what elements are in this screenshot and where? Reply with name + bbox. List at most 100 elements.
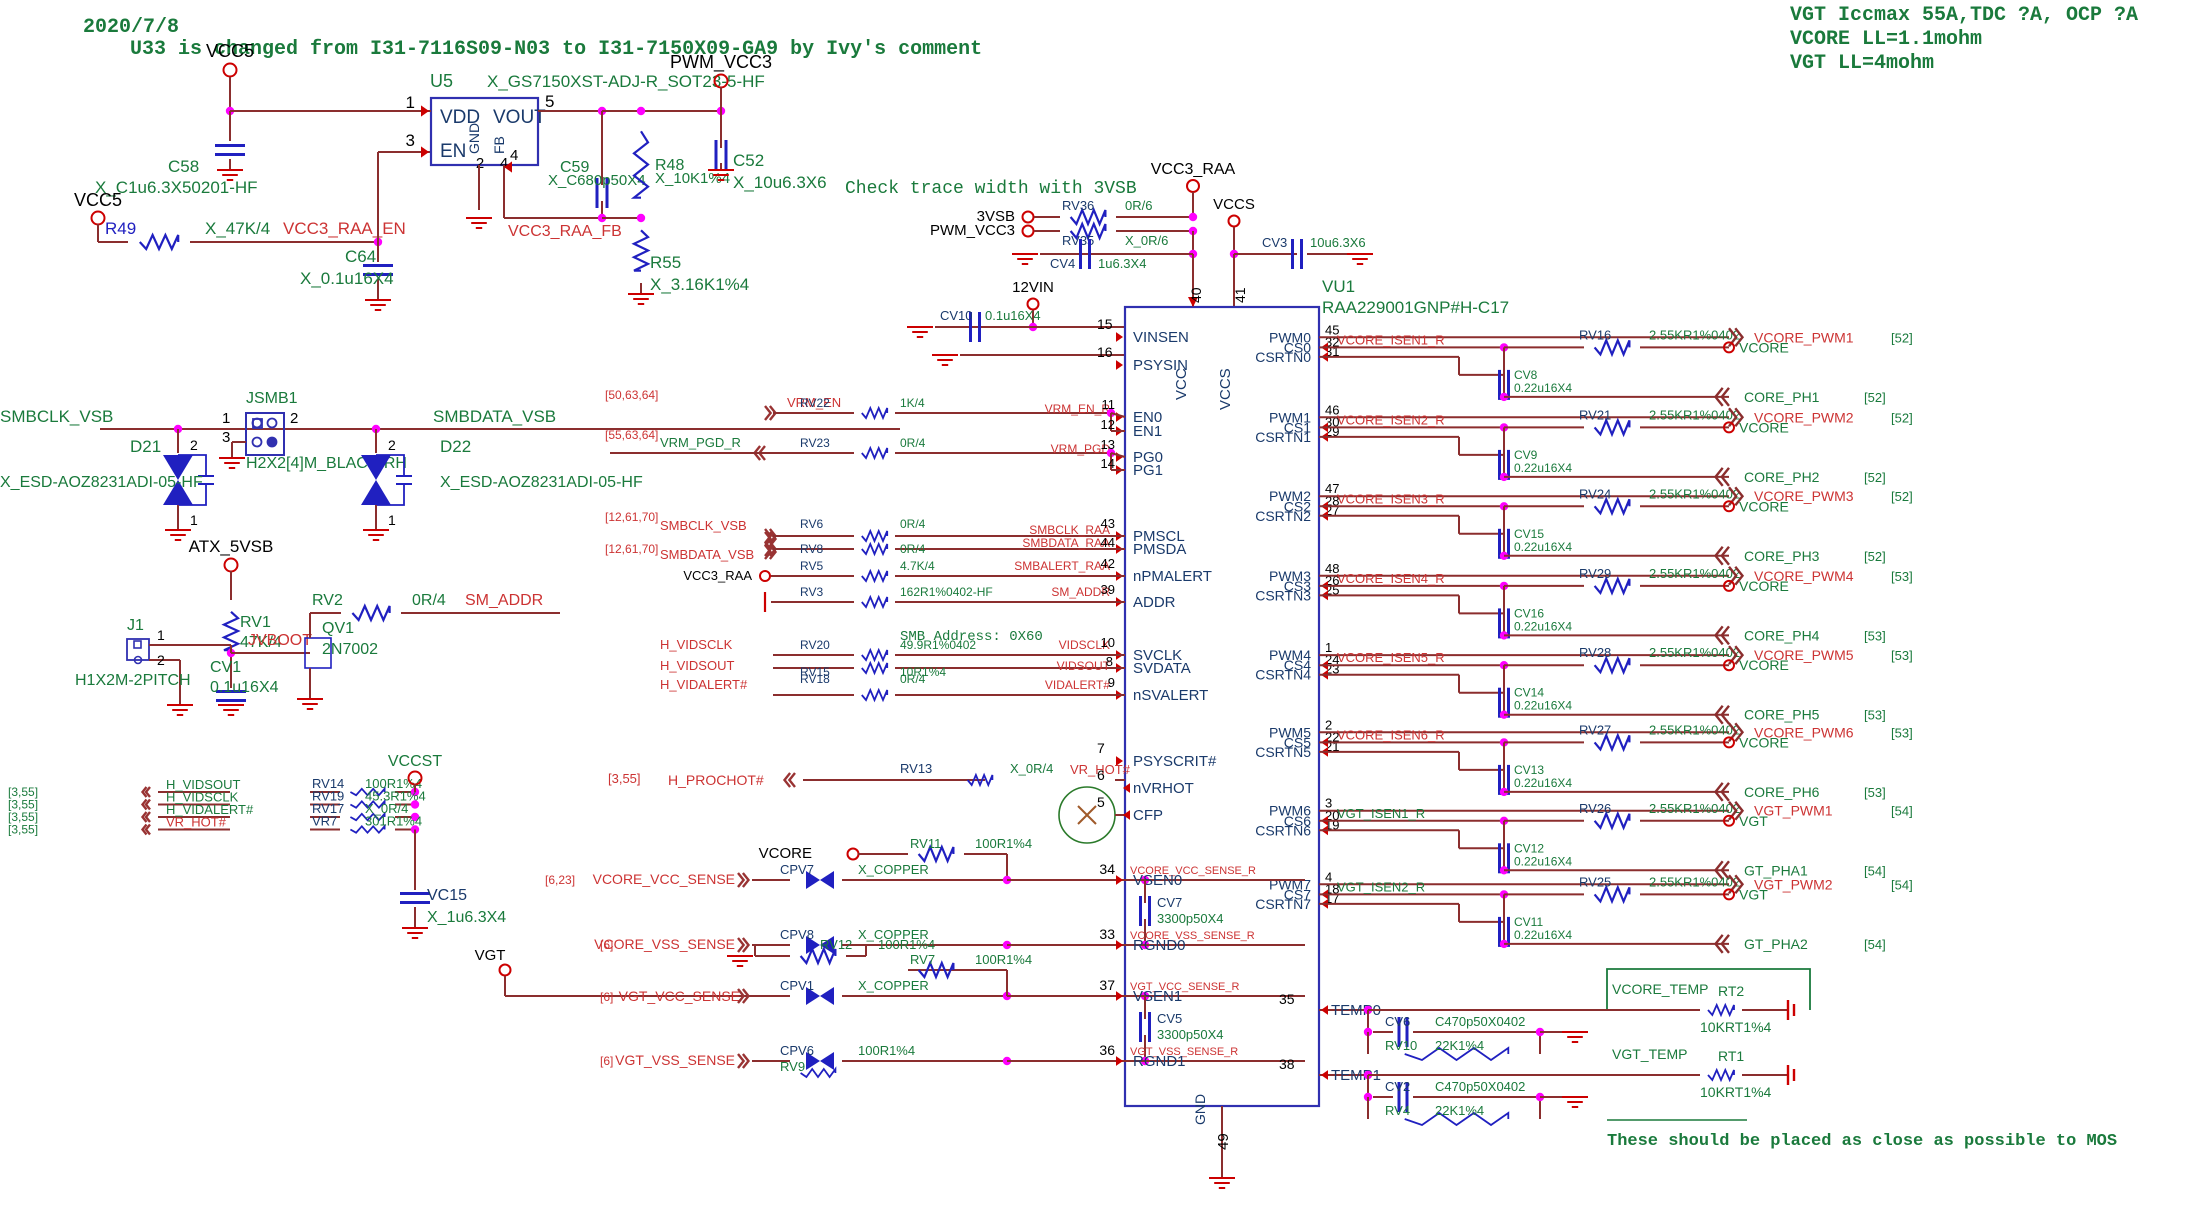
svg-text:VGT LL=4mohm: VGT LL=4mohm [1790, 52, 1934, 75]
svg-text:1: 1 [222, 410, 230, 427]
svg-text:VCCST: VCCST [388, 753, 442, 770]
svg-text:[3,55]: [3,55] [8, 823, 38, 837]
svg-text:0.22u16X4: 0.22u16X4 [1514, 776, 1572, 790]
svg-text:RV23: RV23 [800, 436, 830, 450]
svg-text:X_ESD-AOZ8231ADI-05-HF: X_ESD-AOZ8231ADI-05-HF [0, 474, 203, 491]
svg-text:QV1: QV1 [322, 620, 354, 637]
svg-text:VCC3_RAA: VCC3_RAA [683, 568, 752, 583]
svg-text:PWM_VCC3: PWM_VCC3 [670, 52, 772, 73]
svg-text:100R1%4: 100R1%4 [975, 952, 1032, 967]
svg-text:0.22u16X4: 0.22u16X4 [1514, 381, 1572, 395]
svg-text:H_VIDSOUT: H_VIDSOUT [660, 658, 734, 673]
svg-text:2.55KR1%0402: 2.55KR1%0402 [1649, 566, 1740, 581]
svg-text:CV4: CV4 [1050, 256, 1075, 271]
svg-text:nVRHOT: nVRHOT [1133, 780, 1194, 797]
svg-text:[53]: [53] [1891, 725, 1913, 740]
svg-text:VINSEN: VINSEN [1133, 329, 1189, 346]
svg-text:D22: D22 [440, 437, 471, 456]
svg-text:RGND1: RGND1 [1133, 1053, 1186, 1070]
svg-text:RV4: RV4 [1385, 1103, 1410, 1118]
svg-text:[55,63,64]: [55,63,64] [605, 428, 658, 442]
svg-text:49: 49 [1215, 1133, 1232, 1150]
svg-text:RV18: RV18 [800, 672, 830, 686]
svg-text:VRM_EN_R: VRM_EN_R [1045, 402, 1111, 416]
svg-text:R55: R55 [650, 253, 681, 272]
svg-text:1K/4: 1K/4 [900, 396, 925, 410]
svg-text:C470p50X0402: C470p50X0402 [1435, 1079, 1525, 1094]
svg-text:[6,23]: [6,23] [545, 873, 575, 887]
svg-text:SMBCLK_VSB: SMBCLK_VSB [660, 518, 747, 533]
svg-text:VIDALERT#: VIDALERT# [1045, 678, 1110, 692]
svg-text:1: 1 [157, 627, 165, 643]
svg-text:2.55KR1%0402: 2.55KR1%0402 [1649, 801, 1740, 816]
svg-text:43: 43 [1101, 516, 1115, 531]
svg-text:4.7K/4: 4.7K/4 [900, 559, 935, 573]
svg-text:VCORE_ISEN1_R: VCORE_ISEN1_R [1337, 332, 1445, 347]
svg-text:[12,61,70]: [12,61,70] [605, 510, 658, 524]
svg-text:JVBOOT: JVBOOT [248, 632, 312, 649]
svg-text:SVDATA: SVDATA [1133, 660, 1191, 677]
svg-text:[50,63,64]: [50,63,64] [605, 388, 658, 402]
svg-text:JSMB1: JSMB1 [246, 390, 298, 407]
svg-text:11: 11 [1102, 397, 1116, 412]
svg-text:RV26: RV26 [1579, 801, 1611, 816]
svg-text:RV7: RV7 [910, 952, 935, 967]
svg-text:0R/4: 0R/4 [412, 592, 446, 609]
svg-text:CV12: CV12 [1514, 841, 1544, 855]
svg-text:2.55KR1%0402: 2.55KR1%0402 [1649, 486, 1740, 501]
svg-text:VCORE_TEMP: VCORE_TEMP [1612, 981, 1708, 997]
svg-text:VCORE: VCORE [1739, 419, 1789, 435]
svg-text:0R/4: 0R/4 [900, 672, 926, 686]
svg-text:VGT_ISEN2_R: VGT_ISEN2_R [1337, 879, 1425, 894]
svg-text:15: 15 [1097, 316, 1113, 332]
svg-text:5: 5 [1097, 794, 1105, 810]
svg-text:[52]: [52] [1864, 390, 1886, 405]
svg-text:22K1%4: 22K1%4 [1435, 1103, 1484, 1118]
svg-text:CORE_PH1: CORE_PH1 [1744, 389, 1820, 405]
svg-text:Check trace width with 3VSB: Check trace width with 3VSB [845, 179, 1137, 199]
svg-text:PSYSIN: PSYSIN [1133, 357, 1188, 374]
svg-text:RV9: RV9 [780, 1059, 805, 1074]
svg-text:SM_ADDR: SM_ADDR [465, 592, 543, 609]
svg-text:VCORE_ISEN2_R: VCORE_ISEN2_R [1337, 412, 1445, 427]
svg-text:VCORE: VCORE [1739, 339, 1789, 355]
svg-text:[52]: [52] [1864, 549, 1886, 564]
svg-text:CPV7: CPV7 [780, 862, 814, 877]
svg-text:RV16: RV16 [1579, 327, 1611, 342]
svg-text:RV3: RV3 [800, 585, 823, 599]
svg-text:CSRTN4: CSRTN4 [1255, 667, 1311, 683]
svg-text:VIDSOUT: VIDSOUT [1057, 659, 1111, 673]
svg-text:nSVALERT: nSVALERT [1133, 687, 1208, 704]
svg-text:0R/4: 0R/4 [900, 436, 926, 450]
svg-text:VCORE: VCORE [759, 845, 812, 862]
svg-text:D21: D21 [130, 437, 161, 456]
svg-text:[53]: [53] [1891, 648, 1913, 663]
svg-text:0.22u16X4: 0.22u16X4 [1514, 854, 1572, 868]
svg-text:VCORE_VCC_SENSE: VCORE_VCC_SENSE [593, 871, 735, 887]
svg-text:VGT: VGT [1739, 813, 1768, 829]
svg-text:SMBCLK_RAA: SMBCLK_RAA [1029, 523, 1110, 537]
svg-text:2.55KR1%0402: 2.55KR1%0402 [1649, 327, 1740, 342]
svg-text:X_COPPER: X_COPPER [858, 862, 929, 877]
svg-text:2: 2 [290, 410, 298, 427]
svg-text:X_3.16K1%4: X_3.16K1%4 [650, 275, 749, 294]
svg-text:PWM_VCC3: PWM_VCC3 [930, 222, 1015, 239]
svg-text:CV11: CV11 [1514, 915, 1543, 929]
svg-text:8: 8 [1106, 654, 1113, 669]
svg-text:1u6.3X4: 1u6.3X4 [1098, 256, 1146, 271]
svg-text:RV12: RV12 [820, 937, 852, 952]
svg-text:CORE_PH3: CORE_PH3 [1744, 548, 1820, 564]
svg-text:X_C680p50X4: X_C680p50X4 [548, 172, 646, 189]
svg-text:CV13: CV13 [1514, 763, 1544, 777]
svg-text:0R/6: 0R/6 [1125, 198, 1152, 213]
svg-text:2N7002: 2N7002 [322, 641, 378, 658]
svg-text:X_0R/6: X_0R/6 [1125, 233, 1168, 248]
svg-text:37: 37 [1099, 977, 1115, 993]
svg-text:RV8: RV8 [800, 542, 823, 556]
svg-text:VCC5: VCC5 [206, 41, 254, 61]
svg-text:ATX_5VSB: ATX_5VSB [189, 537, 274, 556]
svg-text:RAA229001GNP#H-C17: RAA229001GNP#H-C17 [1322, 298, 1509, 317]
svg-text:3: 3 [406, 131, 415, 150]
svg-text:X_10u6.3X6: X_10u6.3X6 [733, 173, 827, 192]
svg-text:2.55KR1%0402: 2.55KR1%0402 [1649, 407, 1740, 422]
